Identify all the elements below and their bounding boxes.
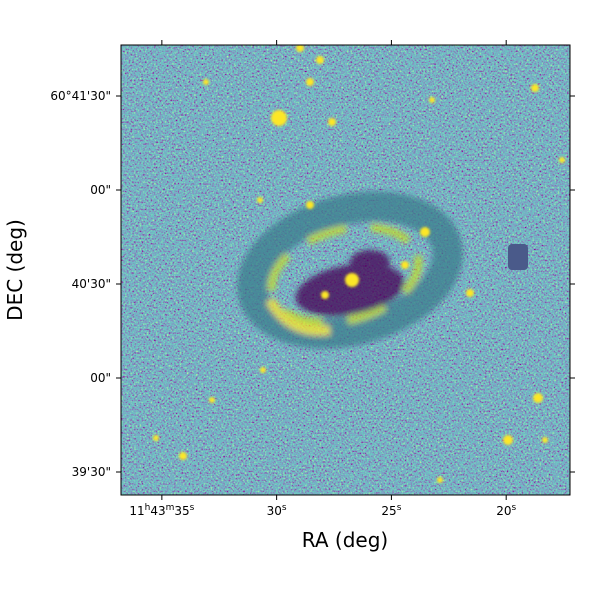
y-tick-label: 00" bbox=[90, 371, 111, 385]
sky-image bbox=[121, 45, 570, 495]
y-tick-label: 00" bbox=[90, 183, 111, 197]
y-tick-label: 60°41'30" bbox=[50, 89, 111, 103]
y-tick-label: 39'30" bbox=[72, 465, 111, 479]
masked-region bbox=[508, 244, 528, 270]
x-axis-label: RA (deg) bbox=[302, 528, 388, 552]
x-tick-label: 20s bbox=[496, 503, 516, 518]
x-tick-label: 25s bbox=[381, 503, 401, 518]
y-tick-label: 40'30" bbox=[72, 277, 111, 291]
y-axis-label: DEC (deg) bbox=[3, 219, 27, 321]
x-tick-label: 30s bbox=[267, 503, 287, 518]
axes-frame bbox=[120, 44, 571, 496]
x-tick-label: 11h43m35s bbox=[129, 503, 194, 518]
